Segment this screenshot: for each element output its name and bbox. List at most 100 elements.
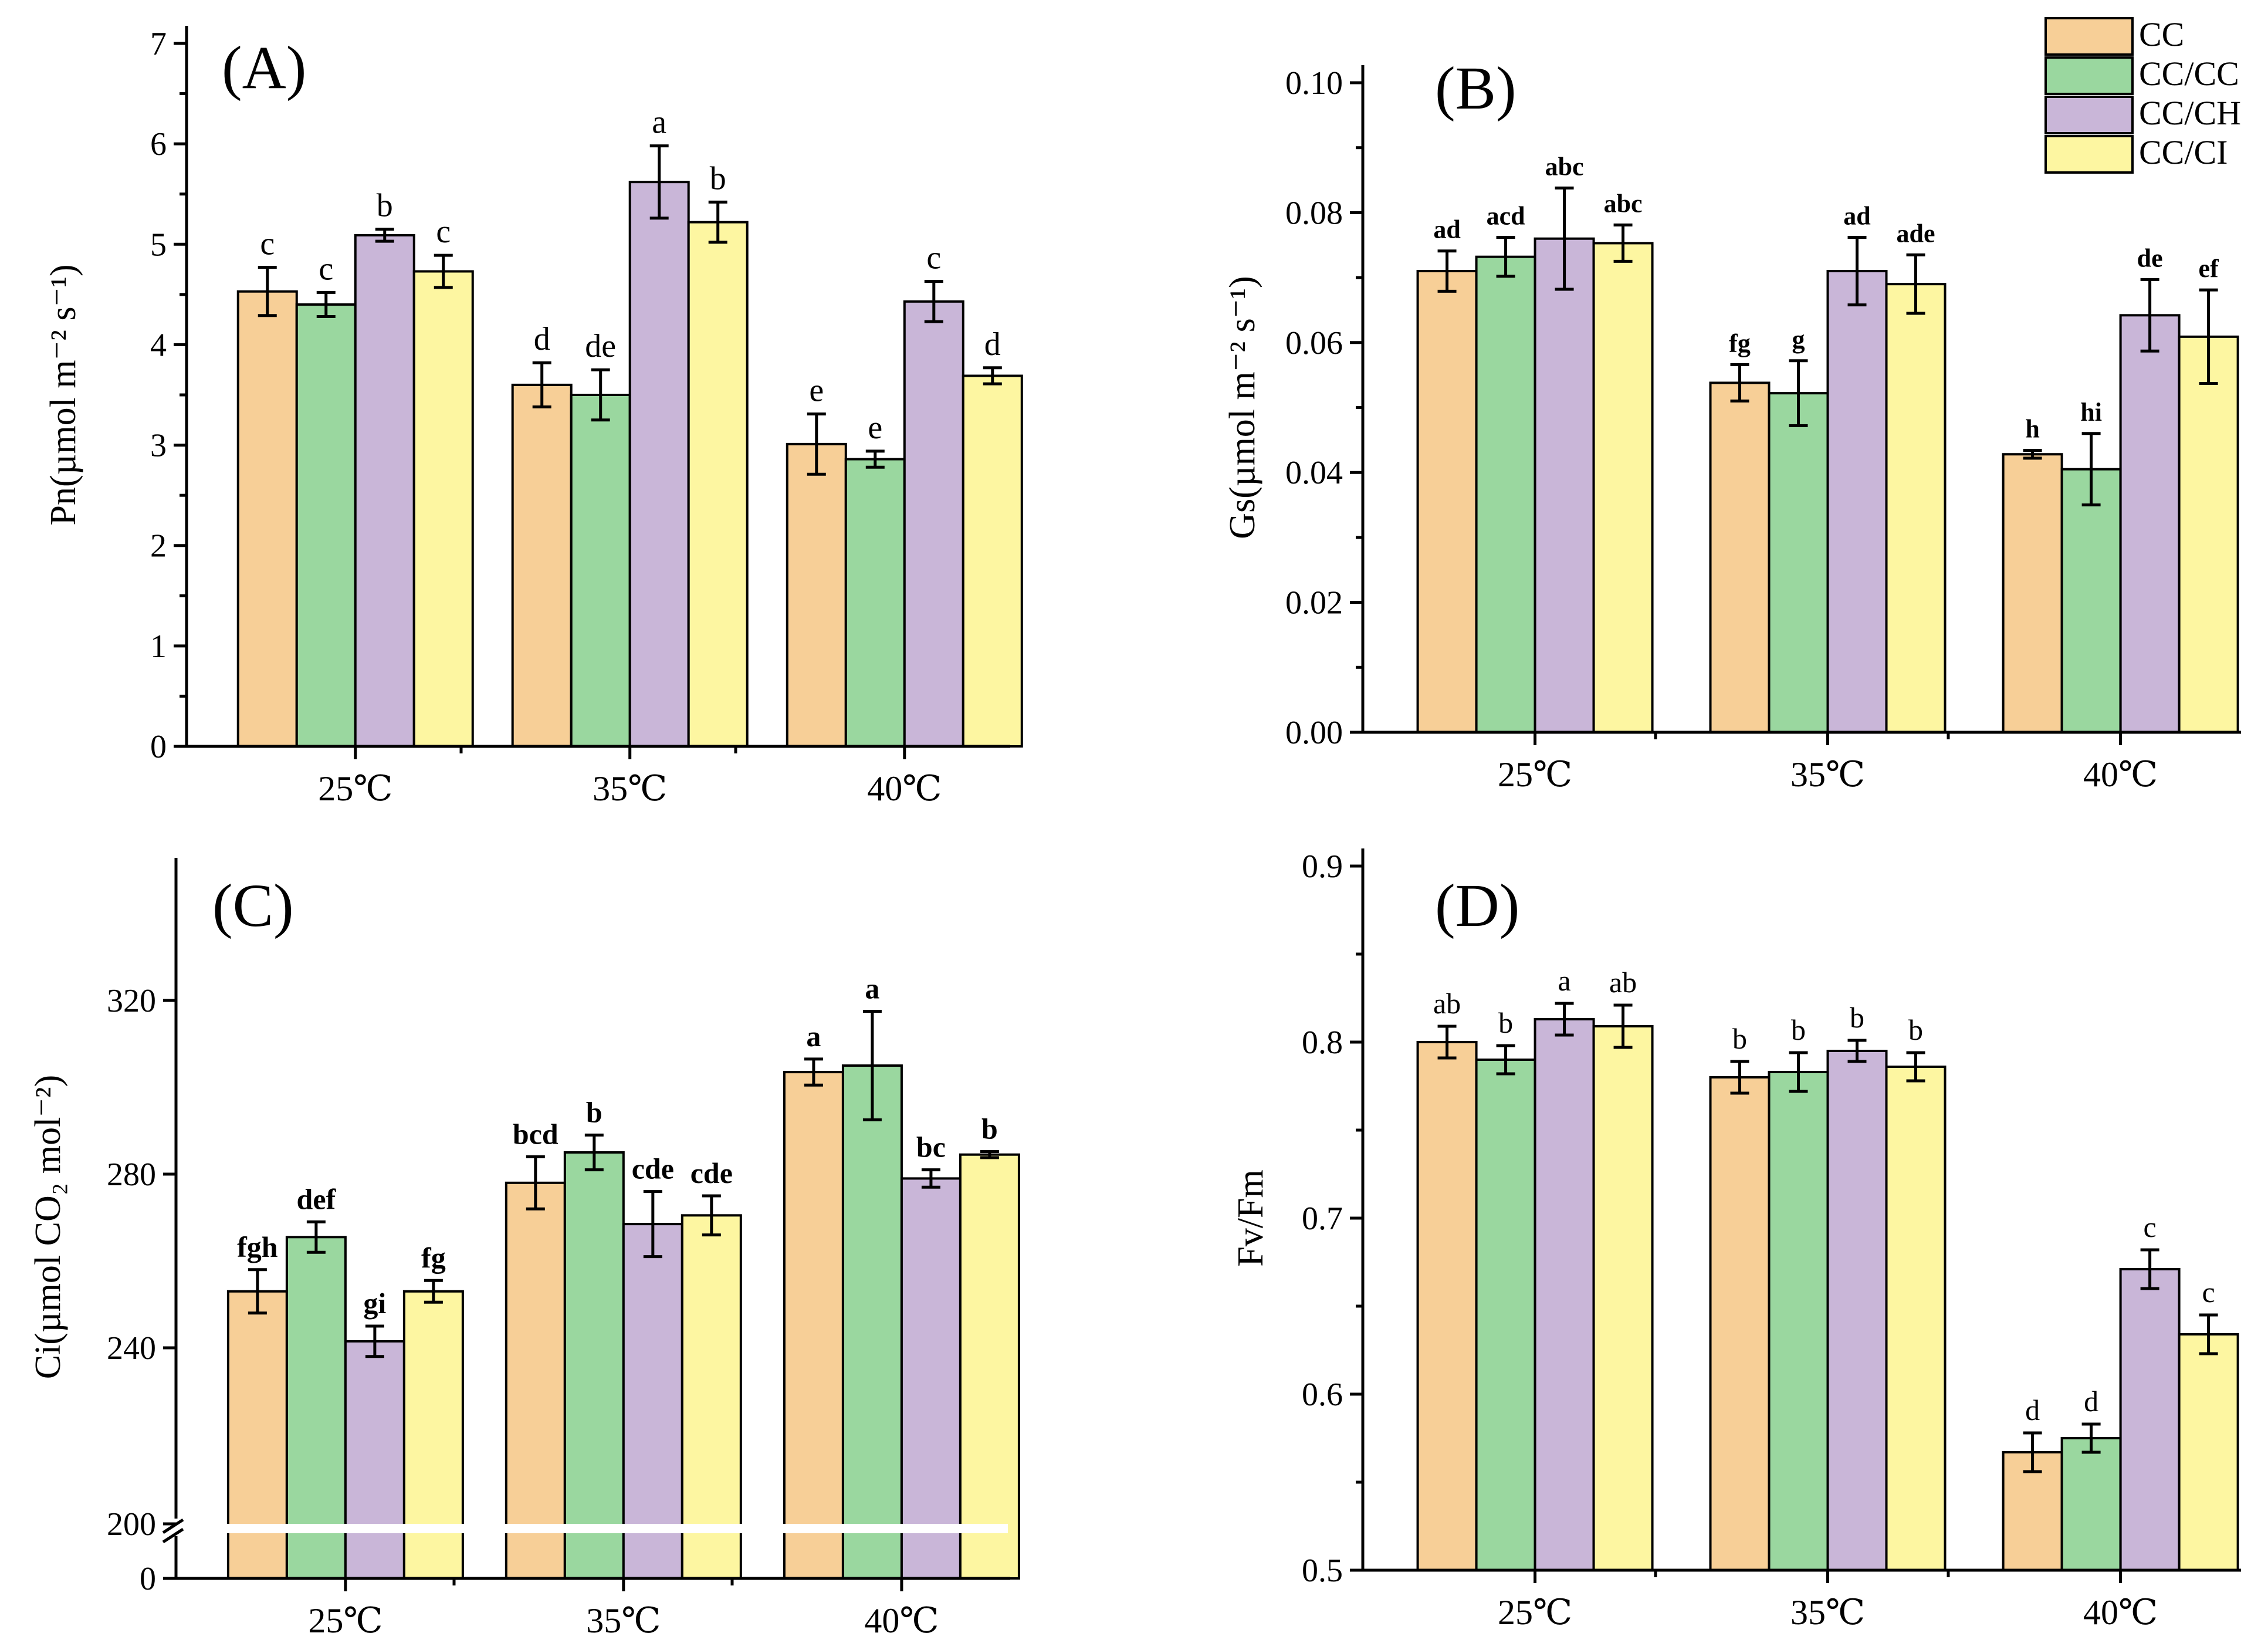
x-tick-label: 40℃ <box>2083 1593 2158 1632</box>
bar-cc-0 <box>236 290 298 748</box>
x-tick-label: 40℃ <box>2083 755 2158 794</box>
y-tick-label: 0.08 <box>1285 195 1343 231</box>
bar-cc-ci-2 <box>2178 1333 2239 1571</box>
y-tick-label: 3 <box>150 428 167 464</box>
legend-label: CC/CI <box>2139 133 2228 171</box>
significance-letter: ab <box>1433 987 1461 1020</box>
legend-label: CC/CH <box>2139 94 2241 132</box>
bar-cc-ch-2 <box>900 1177 962 1580</box>
bar-cc-0 <box>1416 270 1478 733</box>
bar-cc-ci-0 <box>402 1290 464 1580</box>
panel-label: (B) <box>1435 55 1516 122</box>
bar-cc-ci-1 <box>681 1214 742 1580</box>
significance-letter: ad <box>1433 215 1460 244</box>
significance-letter: abc <box>1604 189 1643 218</box>
significance-letter: c <box>260 226 275 262</box>
significance-letter: b <box>377 188 393 224</box>
y-tick-label: 0.8 <box>1302 1025 1343 1061</box>
significance-letter: ade <box>1897 219 1935 248</box>
significance-letter: b <box>1850 1001 1864 1034</box>
bar-cc-ch-0 <box>1534 237 1595 733</box>
y-tick-label: 200 <box>107 1506 156 1543</box>
bar-cc-cc-1 <box>563 1151 625 1580</box>
legend-swatch-cc-ci <box>2044 135 2134 174</box>
significance-letter: a <box>806 1020 821 1053</box>
y-tick-label: 0.5 <box>1302 1553 1343 1589</box>
significance-letter: b <box>981 1113 998 1145</box>
significance-letter: fg <box>1729 329 1751 357</box>
bar-cc-2 <box>2002 453 2063 733</box>
y-tick-label: 0.06 <box>1285 325 1343 361</box>
x-tick-label: 25℃ <box>318 769 392 808</box>
significance-letter: fg <box>421 1241 446 1274</box>
x-tick-label: 25℃ <box>1498 1593 1572 1632</box>
y-axis-label: Pn(µmol m⁻² s⁻¹) <box>43 265 83 526</box>
significance-letter: abc <box>1545 152 1584 181</box>
y-axis-label: Gs(µmol m⁻² s⁻¹) <box>1223 276 1262 539</box>
bar-cc-cc-2 <box>844 458 906 748</box>
significance-letter: b <box>586 1096 602 1128</box>
bar-cc-ch-0 <box>354 234 415 748</box>
bar-cc-ch-2 <box>903 300 964 748</box>
bar-cc-cc-2 <box>2060 1437 2122 1571</box>
x-tick-label: 35℃ <box>586 1601 661 1640</box>
panel-label: (A) <box>222 34 306 102</box>
significance-letter: a <box>1558 964 1570 997</box>
significance-letter: b <box>1791 1013 1806 1046</box>
significance-letter: cde <box>632 1152 674 1185</box>
panel-b-gs-chart: ad fg h acd g hi abc ad de abc ade ef 0.00 0.02 0.04 0.… <box>1223 55 2241 794</box>
significance-letter: cde <box>690 1157 733 1189</box>
significance-letter: b <box>710 160 726 197</box>
y-tick-label: 0.10 <box>1285 65 1343 102</box>
significance-letter: e <box>809 373 824 409</box>
bar-cc-1 <box>511 383 573 748</box>
axis-break-gap <box>180 1524 1008 1533</box>
bar-cc-1 <box>1709 1076 1771 1571</box>
y-tick-label: 0.00 <box>1285 715 1343 751</box>
y-tick-label: 6 <box>150 126 167 163</box>
bar-cc-cc-0 <box>1475 255 1536 733</box>
x-tick-label: 40℃ <box>864 1601 939 1640</box>
y-tick-label: 1 <box>150 628 167 665</box>
y-tick-label: 0.6 <box>1302 1377 1343 1413</box>
significance-letter: c <box>2144 1211 2157 1243</box>
bar-cc-ci-0 <box>412 270 474 748</box>
bar-cc-ci-1 <box>1885 283 1947 734</box>
y-tick-label: 0.9 <box>1302 848 1343 885</box>
bar-cc-ci-2 <box>959 1153 1020 1580</box>
bar-cc-ci-1 <box>1885 1066 1947 1571</box>
significance-letter: g <box>1792 325 1805 354</box>
significance-letter: b <box>1908 1013 1923 1046</box>
significance-letter: ef <box>2199 254 2220 283</box>
legend-label: CC/CC <box>2139 55 2239 93</box>
y-tick-label: 240 <box>107 1330 156 1367</box>
significance-letter: d <box>2025 1394 2040 1426</box>
panel-c-ci-chart: fghbcdadefbagicdebcfgcdeb020024028032025… <box>28 858 1020 1640</box>
bar-cc-1 <box>505 1181 566 1580</box>
bar-cc-2 <box>786 442 847 748</box>
axis-break-mark <box>162 1527 184 1544</box>
significance-letter: e <box>868 410 882 446</box>
y-axis-label: Ci(µmol CO₂ mol⁻²) <box>28 1075 68 1379</box>
significance-letter: c <box>436 214 451 250</box>
significance-letter: a <box>865 972 879 1005</box>
significance-letter: def <box>297 1182 337 1215</box>
bar-cc-cc-1 <box>1768 392 1829 733</box>
bar-cc-ci-0 <box>1592 1025 1654 1571</box>
legend-swatch-cc-ch <box>2044 96 2134 134</box>
bar-cc-ch-1 <box>628 181 690 748</box>
significance-letter: bc <box>916 1131 946 1164</box>
y-tick-label: 7 <box>150 26 167 62</box>
bar-cc-ci-0 <box>1592 242 1654 733</box>
y-tick-label: 0 <box>150 729 167 765</box>
bar-cc-cc-0 <box>285 1236 347 1580</box>
significance-letter: fgh <box>237 1230 278 1263</box>
bar-cc-cc-0 <box>295 303 357 748</box>
bar-cc-ch-0 <box>344 1340 405 1580</box>
significance-letter: h <box>2025 415 2039 444</box>
bar-cc-cc-0 <box>1475 1059 1536 1571</box>
bar-cc-ch-0 <box>1534 1018 1595 1571</box>
bar-cc-cc-2 <box>841 1064 903 1580</box>
significance-letter: de <box>2137 244 2163 272</box>
